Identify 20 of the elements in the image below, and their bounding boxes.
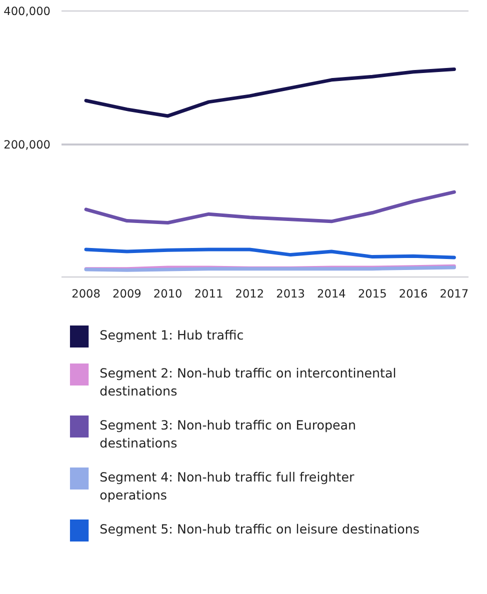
x-tick-label: 2011 [194,286,224,300]
x-tick-label: 2008 [72,286,100,300]
legend-label: Segment 4: Non-hub traffic full freighter operations [100,470,356,502]
line-series [84,190,456,225]
y-tick-label: 400,000 [4,4,51,18]
x-tick-label: 2010 [153,286,182,300]
x-tick-label: 2016 [398,286,428,300]
legend-label: Segment 2: Non-hub traffic on intercontinental destinations [100,366,396,398]
x-tick-label: 2014 [317,286,346,300]
legend-label: Segment 1: Hub traffic [100,328,244,342]
line-series [84,67,456,118]
x-tick-label: 2017 [440,286,469,300]
x-tick-label: 2015 [358,286,387,300]
y-tick-label: 200,000 [4,138,51,152]
line-series [84,248,456,260]
x-tick-label: 2012 [235,286,264,300]
x-tick-label: 2009 [112,286,142,300]
x-tick-label: 2013 [276,286,305,300]
legend-label: Segment 5: Non-hub traffic on leisure destinations [100,522,420,536]
legend-label: Segment 3: Non-hub traffic on European destinations [100,418,356,450]
